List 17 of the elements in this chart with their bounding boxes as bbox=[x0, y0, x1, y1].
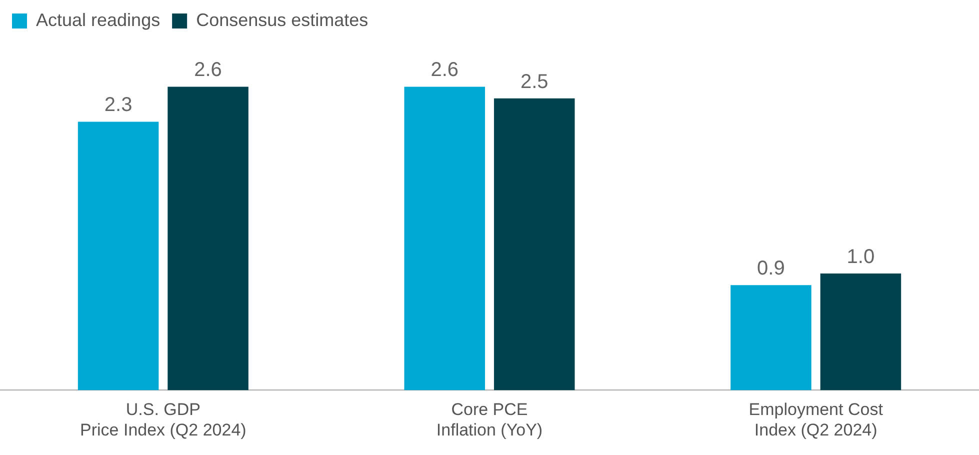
x-tick-label: Employment Cost Index (Q2 2024) bbox=[748, 400, 884, 440]
x-tick-label: U.S. GDP Price Index (Q2 2024) bbox=[80, 400, 246, 440]
bar bbox=[730, 285, 812, 390]
x-tick-label: Core PCE Inflation (YoY) bbox=[436, 400, 543, 440]
legend-label: Actual readings bbox=[36, 10, 160, 30]
legend-label: Consensus estimates bbox=[196, 10, 368, 30]
bar bbox=[168, 86, 248, 390]
bar bbox=[494, 98, 575, 390]
bar bbox=[78, 122, 159, 390]
data-label: 2.3 bbox=[104, 94, 132, 116]
data-label: 2.5 bbox=[520, 70, 548, 93]
data-label: 2.6 bbox=[194, 59, 222, 82]
bar bbox=[820, 273, 902, 390]
data-label: 2.6 bbox=[430, 59, 459, 82]
data-label: 1.0 bbox=[846, 246, 875, 268]
bar bbox=[404, 86, 486, 390]
data-label: 0.9 bbox=[757, 258, 785, 280]
